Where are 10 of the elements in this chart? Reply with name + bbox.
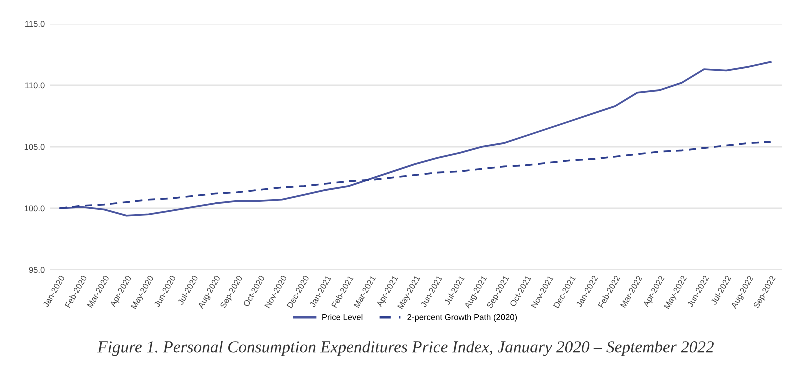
y-tick-label: 115.0 (26, 21, 45, 28)
y-tick-label: 100.0 (24, 206, 45, 212)
line-series (59, 61, 772, 217)
legend-label: 2-percent Growth Path (2020) (408, 314, 518, 322)
y-tick-label: 110.0 (26, 82, 45, 89)
y-tick-label: 105.0 (24, 144, 45, 150)
legend-label: Price Level (322, 314, 363, 320)
y-tick-label: 95.0 (29, 267, 45, 274)
line-series (59, 141, 772, 210)
caption: Figure 1. Personal Consumption Expenditures Price Index, January 2020 – September 2022 (98, 341, 714, 356)
